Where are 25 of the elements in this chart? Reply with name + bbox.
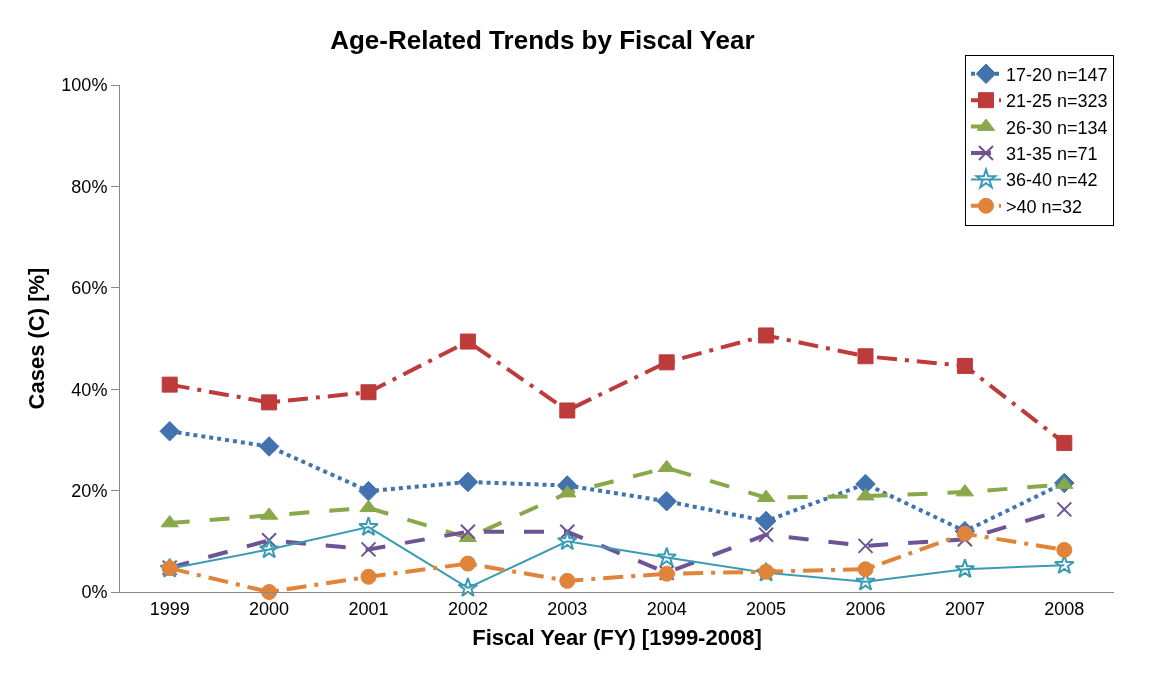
y-tick-label: 80% [71, 176, 108, 197]
y-tick-label: 40% [71, 379, 108, 400]
y-tick-label: 20% [71, 480, 108, 501]
x-tick-label: 2006 [845, 598, 886, 619]
y-axis-title: Cases (C) [%] [24, 267, 50, 410]
chart-title: Age-Related Trends by Fiscal Year [330, 24, 755, 55]
legend-label: 17-20 n=147 [1006, 64, 1108, 85]
y-tick-label: 60% [71, 278, 108, 299]
x-tick-label: 2002 [447, 598, 488, 619]
y-tick-label: 100% [61, 75, 108, 96]
x-tick-label: 1999 [149, 598, 190, 619]
legend-label: 21-25 n=323 [1006, 91, 1108, 112]
x-tick-label: 2007 [944, 598, 985, 619]
x-axis-title: Fiscal Year (FY) [1999-2008] [472, 625, 762, 651]
x-tick-label: 2005 [746, 598, 787, 619]
x-tick-label: 2004 [646, 598, 687, 619]
x-tick-label: 2001 [348, 598, 389, 619]
x-tick-label: 2003 [547, 598, 588, 619]
x-tick-label: 2000 [249, 598, 290, 619]
legend-label: 36-40 n=42 [1006, 170, 1098, 191]
legend-label: 26-30 n=134 [1006, 117, 1108, 138]
x-tick-label: 2008 [1044, 598, 1085, 619]
legend-label: 31-35 n=71 [1006, 144, 1098, 164]
legend-label: >40 n=32 [1006, 196, 1083, 217]
y-tick-label: 0% [81, 582, 108, 603]
